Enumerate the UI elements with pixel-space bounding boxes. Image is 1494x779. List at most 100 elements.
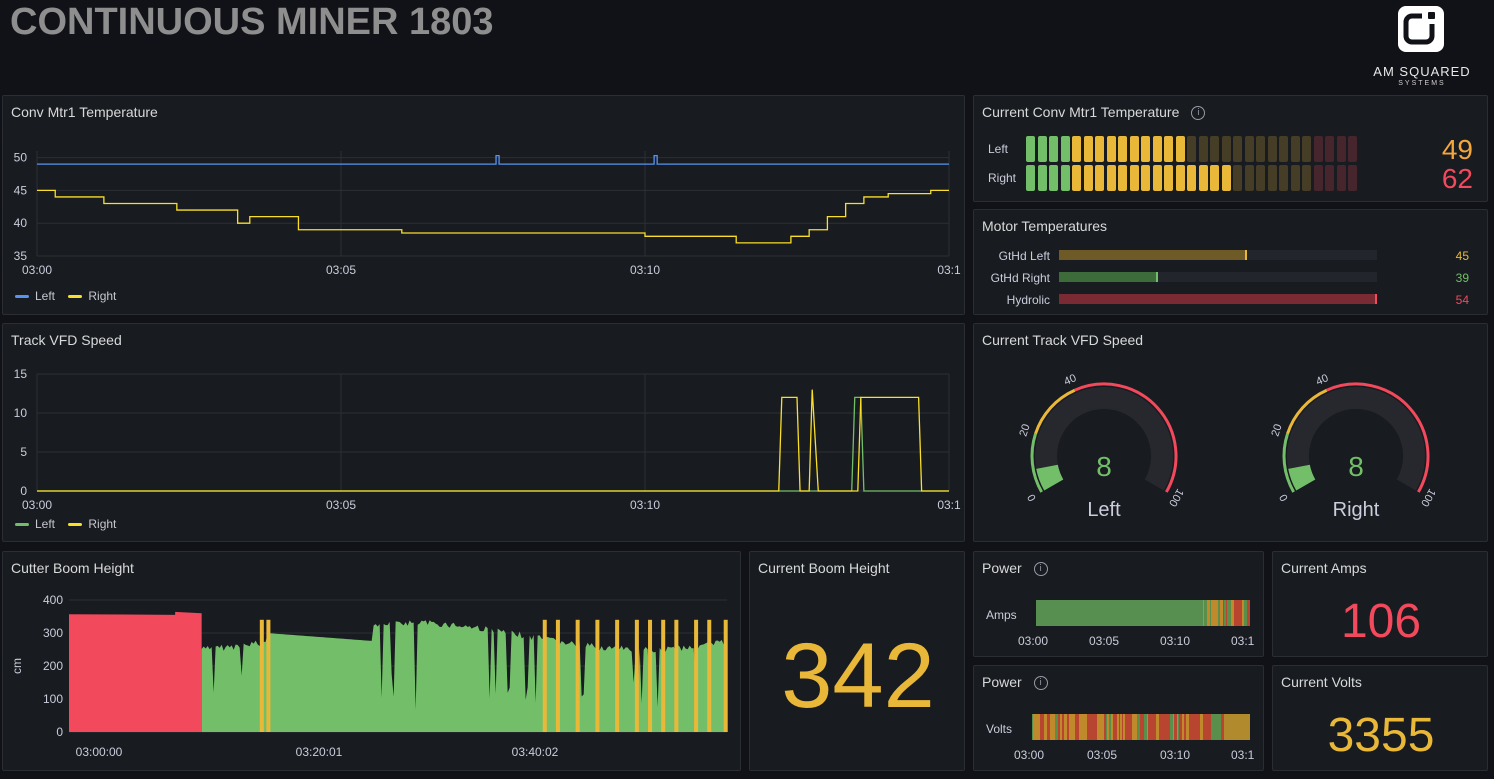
legend-item-left[interactable]: Left	[15, 289, 55, 303]
timeline-segment	[1084, 714, 1088, 740]
gauge-threshold-red	[1074, 382, 1178, 493]
timeline-segment	[1148, 714, 1150, 740]
timeline-segment	[1078, 714, 1080, 740]
timeline-segment	[1186, 714, 1188, 740]
led-cell	[1164, 136, 1173, 162]
timeline-segment	[1188, 600, 1190, 626]
gauge-threshold-yellow	[1034, 388, 1076, 435]
timeline-segment	[1207, 600, 1211, 626]
gauge-threshold-green	[1282, 433, 1295, 493]
timeline-segment	[1085, 600, 1088, 626]
timeline-segment	[1234, 714, 1237, 740]
timeline-segment	[1067, 714, 1070, 740]
legend-item-right[interactable]: Right	[68, 517, 116, 531]
gauge-threshold-yellow	[1286, 388, 1328, 435]
panel-title: Current Amps	[1281, 560, 1367, 576]
led-cell	[1313, 165, 1323, 191]
panel-current-volts[interactable]: Current Volts 3355	[1272, 665, 1488, 771]
panel-current-conv-temperature[interactable]: Current Conv Mtr1 Temperature i Left 49 Rig…	[973, 95, 1488, 202]
led-cell	[1083, 136, 1093, 162]
amps-value: 106	[1340, 595, 1422, 648]
gauge-threshold-green	[1030, 433, 1043, 493]
led-cell	[1187, 136, 1196, 162]
timeline-segment	[1220, 600, 1222, 626]
led-cell	[1290, 136, 1300, 162]
timeline-segment	[1140, 600, 1144, 626]
panel-power-volts[interactable]: Power i Volts 03:00 03:05 03:10 03:1	[973, 665, 1264, 771]
panel-power-amps[interactable]: Power i Amps 03:00 03:05 03:10 03:1	[973, 551, 1264, 657]
timeline-segment	[1119, 714, 1121, 740]
area-stripe	[707, 619, 712, 732]
timeline-segment	[1130, 714, 1133, 740]
gauge-tick-label: 20	[1269, 423, 1284, 438]
timeline-segment	[1226, 600, 1228, 626]
timeline-segment	[1170, 714, 1174, 740]
timeline-segment	[1032, 714, 1034, 740]
timeline-segment	[1187, 714, 1189, 740]
timeline-segment	[1115, 600, 1119, 626]
timeline-segment	[1120, 714, 1123, 740]
timeline-segment	[1185, 600, 1188, 626]
timeline-segment	[1137, 714, 1141, 740]
timeline-segment	[1128, 714, 1131, 740]
info-icon[interactable]: i	[1033, 676, 1048, 691]
gauge-tick-label: 40	[1062, 372, 1078, 388]
area-stripe	[634, 619, 639, 732]
panel-current-amps[interactable]: Current Amps 106	[1272, 551, 1488, 657]
led-cell	[1348, 165, 1357, 191]
panel-current-boom-height[interactable]: Current Boom Height 342	[749, 551, 965, 771]
timeline-segment	[1125, 714, 1129, 740]
led-cell	[1060, 136, 1070, 162]
led-cell	[1198, 136, 1208, 162]
amps-state-timeline[interactable]	[1036, 600, 1250, 626]
track-speed-chart[interactable]: 0 5 10 15 03:00 03:05 03:10 03:1	[3, 344, 964, 544]
timeline-segment	[1065, 600, 1068, 626]
panel-motor-temperatures[interactable]: Motor Temperatures GtHd Left 45 GtHd Right…	[973, 209, 1488, 315]
panel-track-vfd-speed[interactable]: Track VFD Speed 0 5 10 15 03:00 03:05 03:10 03:…	[2, 323, 965, 542]
timeline-segment	[1138, 600, 1141, 626]
volts-value: 3355	[1327, 709, 1435, 762]
timeline-segment	[1036, 600, 1039, 626]
led-cell	[1336, 165, 1346, 191]
timeline-segment	[1101, 600, 1105, 626]
x-tick: 03:00	[1018, 634, 1049, 648]
timeline-segment	[1048, 600, 1050, 626]
y-tick-label: 300	[43, 626, 63, 640]
panel-current-track-speed[interactable]: Current Track VFD Speed 0 20 40 100 8 Left 0 20…	[973, 323, 1488, 542]
logo-text: AM SQUARED	[1373, 64, 1471, 79]
volts-state-timeline[interactable]	[1032, 714, 1250, 740]
gauge-tick-label: 20	[1017, 423, 1032, 438]
timeline-segment	[1239, 600, 1243, 626]
legend-item-left[interactable]: Left	[15, 517, 55, 531]
y-tick-label: 45	[14, 183, 28, 197]
area-stripe	[661, 619, 666, 732]
led-cell	[1026, 165, 1035, 191]
timeline-segment	[1144, 600, 1146, 626]
timeline-segment	[1189, 600, 1191, 626]
panel-title: Power i	[982, 560, 1048, 577]
timeline-segment	[1033, 714, 1037, 740]
gauge-threshold-red	[1326, 382, 1430, 493]
area-stripe	[555, 619, 560, 732]
info-icon[interactable]: i	[1191, 106, 1206, 121]
timeline-segment	[1188, 714, 1190, 740]
led-cell	[1037, 136, 1047, 162]
timeline-segment	[1089, 600, 1093, 626]
panel-conv-temperature[interactable]: Conv Mtr1 Temperature 35 40 45 50 03:00 03:05…	[2, 95, 965, 315]
info-icon[interactable]: i	[1033, 562, 1048, 577]
led-cell	[1049, 165, 1058, 191]
timeline-segment	[1244, 600, 1248, 626]
timeline-segment	[1083, 600, 1086, 626]
timeline-segment	[1149, 714, 1153, 740]
timeline-segment	[1082, 714, 1085, 740]
timeline-segment	[1247, 600, 1250, 626]
row-label: Amps	[986, 608, 1017, 622]
boom-height-value: 342	[781, 625, 935, 727]
timeline-segment	[1076, 600, 1080, 626]
panel-cutter-boom-height[interactable]: Cutter Boom Height 0 100 200 300 400 03:00:00…	[2, 551, 741, 771]
conv-temperature-chart[interactable]: 35 40 45 50 03:00 03:05 03:10 03:1	[3, 116, 964, 316]
boom-height-chart[interactable]: 0 100 200 300 400 03:00:00 03:20:01 03:40:02 cm	[3, 578, 740, 768]
legend-item-right[interactable]: Right	[68, 289, 116, 303]
dashboard-title: CONTINUOUS MINER 1803	[10, 1, 494, 43]
timeline-segment	[1228, 600, 1232, 626]
